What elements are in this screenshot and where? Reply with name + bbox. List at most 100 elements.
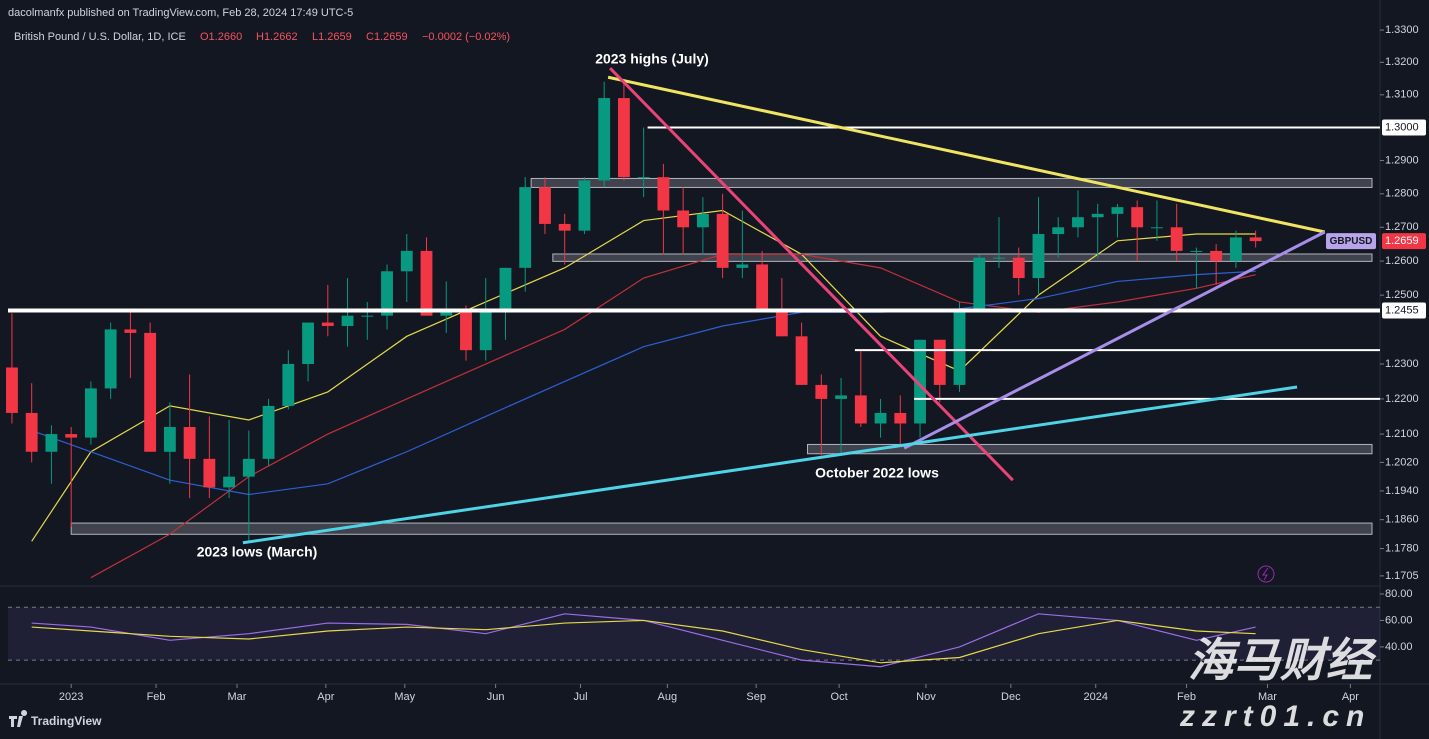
candle-body [617,98,630,178]
x-tick-label: Jul [573,691,587,703]
rsi-tick-label: 80.00 [1385,588,1413,600]
candle-body [1032,234,1045,279]
candle-body [558,223,571,231]
candle-body [1151,227,1163,229]
published-line: dacolmanfx published on TradingView.com,… [8,7,353,19]
candle-body [1249,237,1262,242]
trendline [903,230,1326,450]
candle-body [539,187,551,224]
symbol: British Pound / U.S. Dollar, 1D, ICE [14,31,186,43]
x-tick-label: Feb [147,691,166,703]
x-tick-label: 2023 [59,691,83,703]
flash-icon[interactable] [1257,565,1275,583]
level-label: 1.2455 [1385,304,1419,316]
candle-body [84,388,97,438]
candle-body [1229,237,1242,262]
y-tick-label: 1.1860 [1385,514,1419,526]
candle-body [598,98,611,181]
y-tick-label: 1.2300 [1385,358,1419,370]
candle-body [124,329,137,333]
annotation: October 2022 lows [815,465,939,481]
ohlc: O1.2660 H1.2662 L1.2659 C1.2659 −0.0002 … [200,31,510,43]
footer-brand: TradingView [31,714,102,728]
symbol-label-box [1326,233,1376,250]
ohlc-close: C1.2659 [366,31,408,43]
candle-body [144,332,157,452]
candle-body [874,412,887,424]
level-label-box [1382,302,1426,319]
candle-body [321,322,334,326]
candle-body [282,364,295,406]
level-label: 1.3000 [1385,121,1419,133]
y-tick-label: 1.2020 [1385,456,1419,468]
y-tick-label: 1.1705 [1385,570,1419,582]
x-tick-label: Dec [1001,691,1021,703]
zone [530,177,1373,188]
candle-body [25,412,38,452]
x-tick-label: Apr [317,691,334,703]
y-tick-label: 1.2500 [1385,289,1419,301]
candle-body [795,336,808,385]
y-tick-label: 1.3300 [1385,24,1419,36]
candle-body [1012,257,1025,279]
candle-body [578,180,591,231]
candle-body [1091,213,1104,218]
candle-body [637,177,650,179]
candle-body [183,427,196,459]
trendline [607,75,1326,234]
annotation: 2023 highs (July) [595,51,709,67]
last-price-label: 1.2659 [1385,235,1419,247]
candle-body [361,315,374,317]
x-tick-label: 2024 [1083,691,1107,703]
candle-body [104,329,117,389]
y-tick-label: 1.2100 [1385,428,1419,440]
candle-body [933,339,946,385]
x-tick-label: Oct [831,691,848,703]
candle-body [420,250,433,316]
candle-body [1131,207,1144,228]
flash-icon-bolt [1262,567,1269,581]
candle-body [1052,227,1065,235]
x-tick-label: Sep [746,691,766,703]
candle-body [381,271,393,316]
candle-body [400,250,413,272]
y-tick-label: 1.3200 [1385,56,1419,68]
symbol-label: GBPUSD [1330,236,1373,247]
candle-body [894,412,907,424]
rsi-tick-label: 40.00 [1385,641,1413,653]
candle-body [262,405,275,459]
candle-body [163,427,176,452]
candle-body [6,367,18,413]
candle-body [1210,250,1223,262]
candle-body [657,177,670,211]
candle-body [854,395,867,424]
x-tick-label: Feb [1177,691,1196,703]
candle-body [677,210,690,228]
zone [552,253,1373,262]
candle-body [341,315,354,326]
candle-body [302,322,314,365]
candle-body [479,312,492,351]
candle-body [993,257,1005,259]
y-tick-label: 1.2200 [1385,393,1419,405]
ohlc-open: O1.2660 [200,31,242,43]
ohlc-change: −0.0002 (−0.02%) [422,31,510,43]
x-tick-label: Nov [916,691,936,703]
x-tick-label: May [394,691,415,703]
candle-body [45,434,58,452]
zone [807,443,1373,455]
candle-body [499,267,512,313]
y-tick-label: 1.1780 [1385,542,1419,554]
x-tick-label: Mar [1258,691,1277,703]
x-tick-label: Jun [487,691,505,703]
candle-body [815,384,828,399]
moving-average [31,270,1256,496]
y-tick-label: 1.1940 [1385,485,1419,497]
trendline [609,67,1014,482]
ohlc-low: L1.2659 [312,31,352,43]
y-tick-label: 1.2700 [1385,221,1419,233]
candle-body [1170,227,1183,251]
tradingview-logo [9,710,28,727]
candle-body [973,257,986,309]
y-tick-label: 1.2800 [1385,188,1419,200]
